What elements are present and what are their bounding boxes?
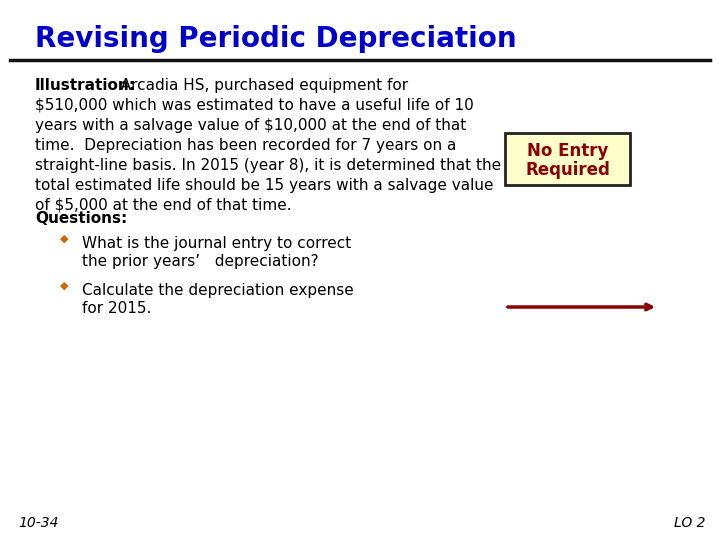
Text: ◆: ◆ [60,234,68,244]
Text: ◆: ◆ [60,281,68,291]
Text: What is the journal entry to correct: What is the journal entry to correct [82,236,351,251]
Text: Calculate the depreciation expense: Calculate the depreciation expense [82,283,354,298]
FancyBboxPatch shape [505,133,630,185]
Text: No Entry: No Entry [527,142,608,160]
Text: of $5,000 at the end of that time.: of $5,000 at the end of that time. [35,198,292,213]
Text: LO 2: LO 2 [673,516,705,530]
Text: total estimated life should be 15 years with a salvage value: total estimated life should be 15 years … [35,178,493,193]
Text: straight-line basis. In 2015 (year 8), it is determined that the: straight-line basis. In 2015 (year 8), i… [35,158,501,173]
Text: the prior years’   depreciation?: the prior years’ depreciation? [82,254,319,269]
Text: for 2015.: for 2015. [82,301,151,316]
Text: $510,000 which was estimated to have a useful life of 10: $510,000 which was estimated to have a u… [35,98,474,113]
Text: Questions:: Questions: [35,211,127,226]
Text: time.  Depreciation has been recorded for 7 years on a: time. Depreciation has been recorded for… [35,138,456,153]
Text: 10-34: 10-34 [18,516,58,530]
Text: Required: Required [525,161,610,179]
Text: Arcadia HS, purchased equipment for: Arcadia HS, purchased equipment for [111,78,408,93]
Text: Revising Periodic Depreciation: Revising Periodic Depreciation [35,25,517,53]
Text: years with a salvage value of $10,000 at the end of that: years with a salvage value of $10,000 at… [35,118,467,133]
Text: Illustration:: Illustration: [35,78,136,93]
